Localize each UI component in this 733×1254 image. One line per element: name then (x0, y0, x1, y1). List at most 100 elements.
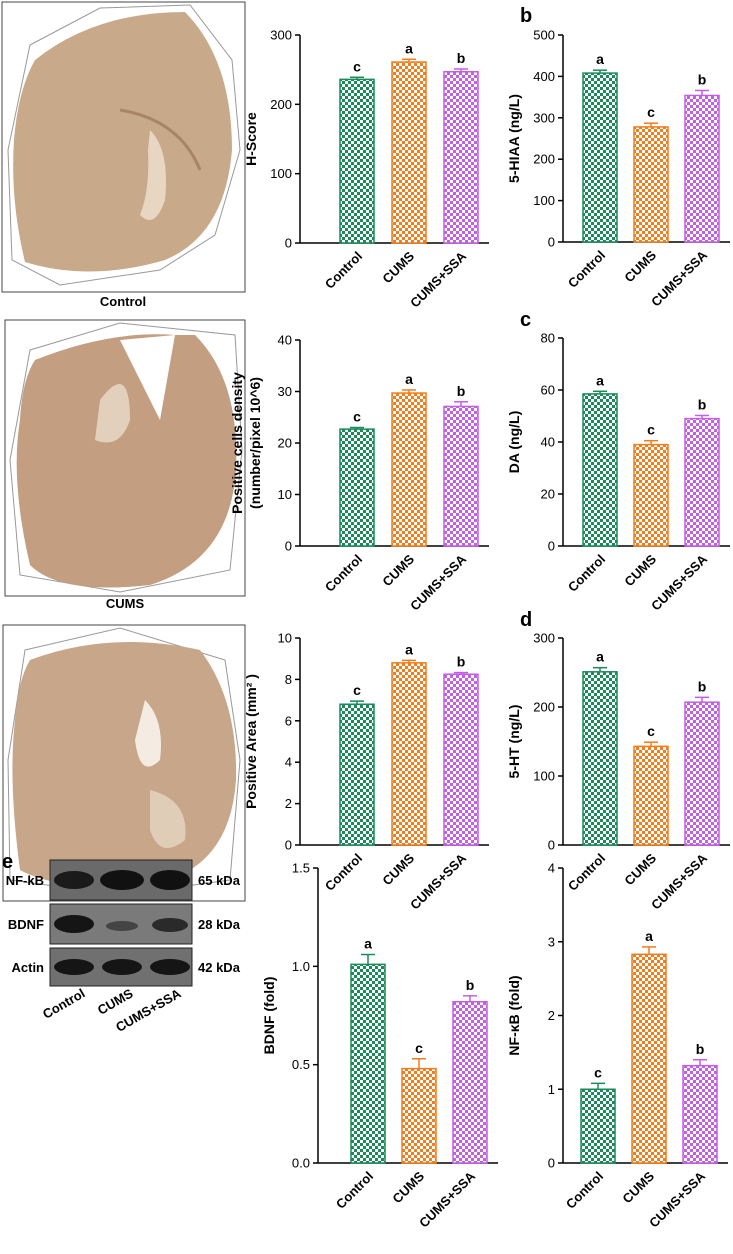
error-bar (695, 696, 709, 703)
significance-label: b (696, 1041, 705, 1057)
x-tick-label: CUMS+SSA (646, 1168, 708, 1230)
bar (580, 1088, 616, 1164)
y-tick-label: 0 (285, 539, 292, 554)
error-bar (591, 1082, 605, 1090)
significance-label: b (457, 654, 466, 670)
x-tick-label: Control (563, 1169, 606, 1212)
error-bar (454, 401, 468, 407)
significance-label: b (698, 396, 707, 412)
bar (443, 70, 479, 244)
bar (339, 78, 375, 244)
x-tick-label: CUMS (379, 248, 417, 286)
error-bar (350, 700, 364, 705)
x-tick-label: CUMS+SSA (416, 1168, 478, 1230)
x-tick-label: CUMS (379, 850, 417, 888)
x-tick-label: CUMS+SSA (648, 850, 710, 912)
x-tick-label: Control (565, 248, 608, 291)
y-axis-label: H-Score (243, 112, 259, 166)
tissue-image (1, 1, 246, 293)
panel-label: b (520, 5, 532, 27)
y-axis-label: DA (ng/L) (506, 411, 522, 473)
chart: 0 2 4 6 8 10 Positive Area (mm² ) c Control a CUMS… (243, 631, 489, 912)
x-tick-label: CUMS+SSA (648, 247, 710, 309)
y-axis-label: 5-HIAA (ng/L) (506, 94, 522, 183)
x-tick-label: CUMS+SSA (407, 248, 469, 310)
y-tick-label: 500 (533, 28, 555, 43)
y-tick-label: 10 (278, 631, 292, 646)
error-bar (644, 741, 658, 747)
y-tick-label: 20 (278, 436, 292, 451)
x-tick-label: Control (322, 552, 365, 595)
significance-label: b (466, 977, 475, 993)
significance-label: a (596, 372, 604, 388)
protein-label: BDNF (8, 917, 44, 932)
x-tick-label: CUMS (621, 551, 659, 589)
error-bar (350, 426, 364, 430)
bar (582, 72, 618, 243)
bar (391, 392, 427, 547)
x-tick-label: CUMS+SSA (648, 551, 710, 613)
y-tick-label: 0 (285, 838, 292, 853)
x-tick-label: CUMS (619, 1168, 657, 1206)
y-tick-label: 30 (278, 384, 292, 399)
x-tick-label: Control (565, 552, 608, 595)
y-tick-label: 1.5 (292, 861, 310, 876)
panel-label: d (520, 609, 532, 631)
bar (684, 701, 720, 846)
x-tick-label: CUMS+SSA (407, 551, 469, 613)
error-bar (593, 666, 607, 672)
size-label: 65 kDa (198, 873, 241, 888)
bar (633, 443, 669, 547)
x-tick-label: CUMS (621, 247, 659, 285)
bar (631, 953, 667, 1164)
significance-label: c (647, 723, 655, 739)
tissue-image (2, 624, 246, 902)
significance-label: b (698, 71, 707, 87)
significance-label: b (457, 383, 466, 399)
blot (49, 859, 193, 987)
bar (684, 94, 720, 243)
y-tick-label: 300 (533, 631, 555, 646)
y-tick-label: 2 (285, 796, 292, 811)
lane-label: Control (40, 986, 88, 1022)
error-bar (402, 659, 416, 663)
bar (684, 417, 720, 547)
significance-label: a (405, 40, 413, 56)
y-tick-label: 400 (533, 69, 555, 84)
error-bar (642, 946, 656, 955)
y-tick-label: 300 (270, 28, 292, 43)
bar (443, 673, 479, 846)
bar (339, 428, 375, 547)
y-tick-label: 20 (541, 487, 555, 502)
bar (443, 405, 479, 547)
y-tick-label: 0 (548, 1156, 555, 1171)
significance-label: c (647, 104, 655, 120)
error-bar (593, 390, 607, 394)
error-bar (350, 76, 364, 80)
bar (391, 662, 427, 846)
significance-label: c (353, 58, 361, 74)
error-bar (361, 953, 375, 965)
significance-label: a (596, 51, 604, 67)
error-bar (412, 1058, 426, 1069)
y-tick-label: 300 (533, 110, 555, 125)
y-tick-label: 2 (548, 1008, 555, 1023)
x-tick-label: Control (333, 1169, 376, 1212)
y-tick-label: 40 (541, 435, 555, 450)
significance-label: b (698, 678, 707, 694)
chart: 0 1 2 3 4 NF-κB (fold) c Control a CUMS b CUMS+SSA (506, 861, 728, 1230)
bar (391, 61, 427, 244)
y-axis-label: BDNF (fold) (261, 977, 277, 1055)
y-tick-label: 0 (285, 236, 292, 251)
significance-label: a (405, 641, 413, 657)
y-tick-label: 0 (548, 838, 555, 853)
y-tick-label: 10 (278, 487, 292, 502)
bar (401, 1067, 437, 1164)
x-tick-label: CUMS+SSA (407, 850, 469, 912)
protein-label: Actin (12, 960, 45, 975)
y-tick-label: 1 (548, 1082, 555, 1097)
error-bar (454, 68, 468, 72)
protein-label: NF-kB (6, 873, 44, 888)
